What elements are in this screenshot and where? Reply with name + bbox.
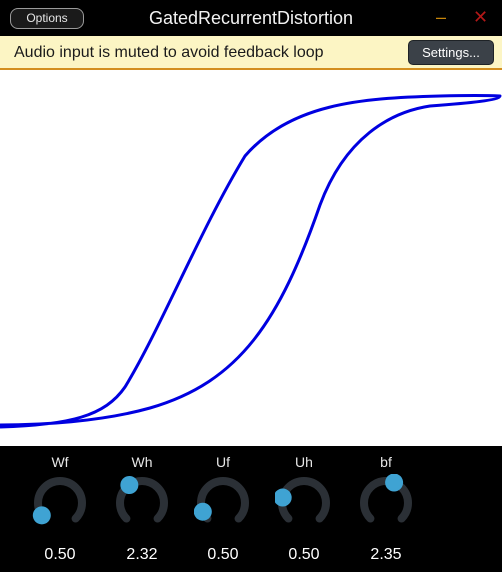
- knob-track: [116, 477, 168, 523]
- options-button[interactable]: Options: [10, 8, 84, 29]
- knob-unit-wf: Wf 0.50: [20, 446, 100, 572]
- knob-label: Wf: [51, 454, 69, 470]
- transfer-curve: [0, 94, 502, 429]
- knob-panel: Wf 0.50 Wh 2.32 Uf 0.50 Uh 0.50 bf 2.35: [0, 446, 502, 572]
- knob-thumb[interactable]: [385, 474, 404, 492]
- settings-button[interactable]: Settings...: [408, 40, 494, 65]
- knob-thumb[interactable]: [32, 506, 51, 525]
- transfer-curve-display: [0, 70, 502, 446]
- feedback-notice-bar: Audio input is muted to avoid feedback l…: [0, 36, 502, 70]
- knob-value: 2.32: [126, 546, 158, 563]
- knob-value: 0.50: [207, 546, 239, 563]
- minimize-icon[interactable]: –: [436, 7, 447, 27]
- knob-unit-uh: Uh 0.50: [264, 446, 344, 572]
- rotary-knob[interactable]: [113, 474, 171, 532]
- title-bar: Options GatedRecurrentDistortion – ✕: [0, 0, 502, 36]
- knob-label: bf: [380, 454, 392, 470]
- knob-thumb[interactable]: [120, 476, 139, 495]
- close-icon[interactable]: ✕: [473, 7, 489, 27]
- rotary-knob[interactable]: [31, 474, 89, 532]
- knob-label: Wh: [131, 454, 153, 470]
- knob-label: Uf: [216, 454, 230, 470]
- knob-thumb[interactable]: [194, 502, 212, 521]
- knob-value: 0.50: [44, 546, 76, 563]
- knob-track: [34, 477, 86, 523]
- rotary-knob[interactable]: [275, 474, 333, 532]
- knob-unit-uf: Uf 0.50: [183, 446, 263, 572]
- notice-text: Audio input is muted to avoid feedback l…: [14, 44, 324, 61]
- knob-thumb[interactable]: [275, 488, 292, 507]
- knob-value: 0.50: [288, 546, 320, 563]
- knob-value: 2.35: [370, 546, 402, 563]
- rotary-knob[interactable]: [194, 474, 252, 532]
- transfer-curve-svg: [0, 94, 502, 429]
- knob-unit-bf: bf 2.35: [346, 446, 426, 572]
- rotary-knob[interactable]: [357, 474, 415, 532]
- knob-label: Uh: [295, 454, 313, 470]
- knob-unit-wh: Wh 2.32: [102, 446, 182, 572]
